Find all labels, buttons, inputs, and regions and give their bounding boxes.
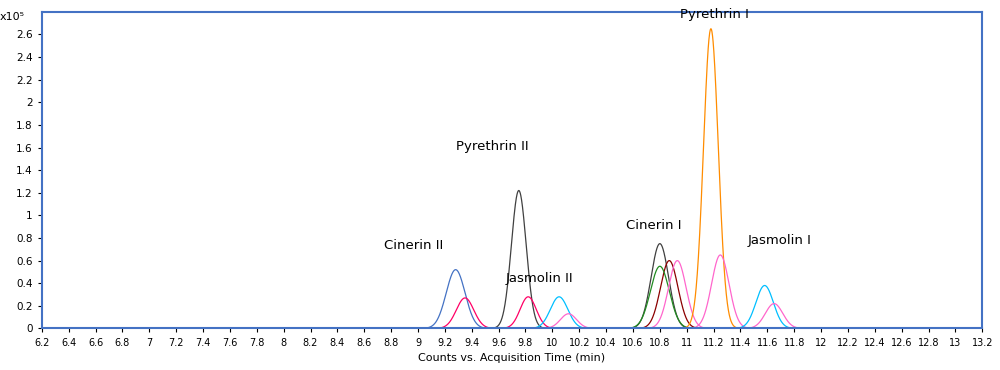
- Text: Cinerin II: Cinerin II: [384, 239, 444, 252]
- Text: Jasmolin II: Jasmolin II: [505, 272, 573, 286]
- Text: Pyrethrin I: Pyrethrin I: [680, 8, 749, 21]
- Text: x10⁵: x10⁵: [0, 12, 24, 22]
- X-axis label: Counts vs. Acquisition Time (min): Counts vs. Acquisition Time (min): [418, 353, 606, 363]
- Text: Pyrethrin II: Pyrethrin II: [456, 140, 528, 153]
- Text: Jasmolin I: Jasmolin I: [747, 234, 811, 247]
- Text: Cinerin I: Cinerin I: [626, 219, 682, 232]
